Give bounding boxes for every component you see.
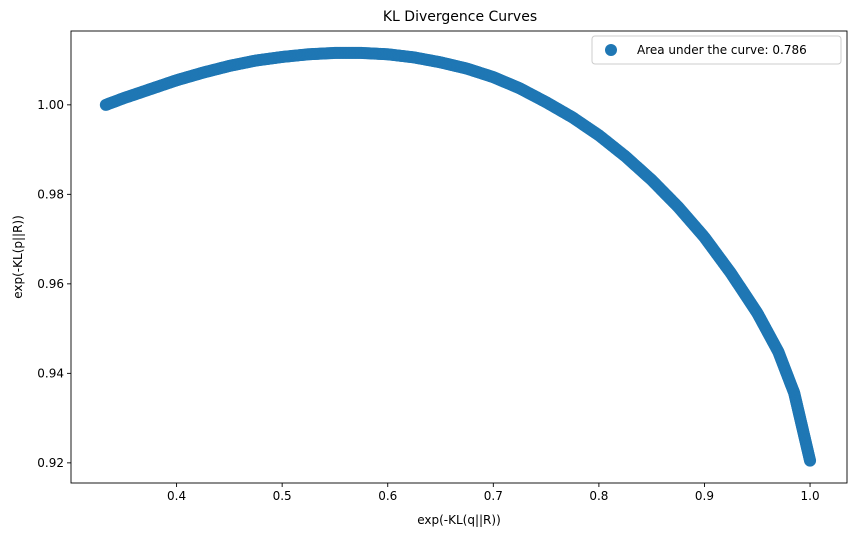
x-tick-label: 0.7: [484, 489, 503, 503]
y-axis: 0.92 0.94 0.96 0.98 1.00: [37, 98, 71, 470]
x-tick-label: 0.5: [273, 489, 292, 503]
y-tick-label: 0.96: [37, 277, 64, 291]
y-tick-label: 0.94: [37, 366, 64, 380]
x-axis: 0.4 0.5 0.6 0.7 0.8 0.9 1.0: [167, 483, 820, 503]
legend-marker: [605, 44, 617, 56]
x-tick-label: 0.8: [589, 489, 608, 503]
x-tick-label: 0.4: [167, 489, 186, 503]
plot-area: [70, 30, 848, 484]
legend-box: [591, 35, 842, 65]
y-axis-label: exp(-KL(p||R)): [11, 215, 25, 299]
plot-frame: [71, 31, 847, 483]
x-tick-label: 0.6: [378, 489, 397, 503]
chart-title: KL Divergence Curves: [383, 9, 537, 25]
y-tick-label: 0.92: [37, 456, 64, 470]
x-axis-label: exp(-KL(q||R)): [417, 513, 501, 527]
data-point: [804, 454, 817, 467]
legend: Area under the curve: 0.786: [591, 35, 842, 65]
scatter-points: [99, 46, 817, 467]
legend-entry-label: Area under the curve: 0.786: [637, 43, 807, 57]
plot-border: [70, 30, 848, 484]
x-tick-label: 1.0: [801, 489, 820, 503]
y-tick-label: 1.00: [37, 98, 64, 112]
x-tick-label: 0.9: [695, 489, 714, 503]
y-tick-label: 0.98: [37, 187, 64, 201]
